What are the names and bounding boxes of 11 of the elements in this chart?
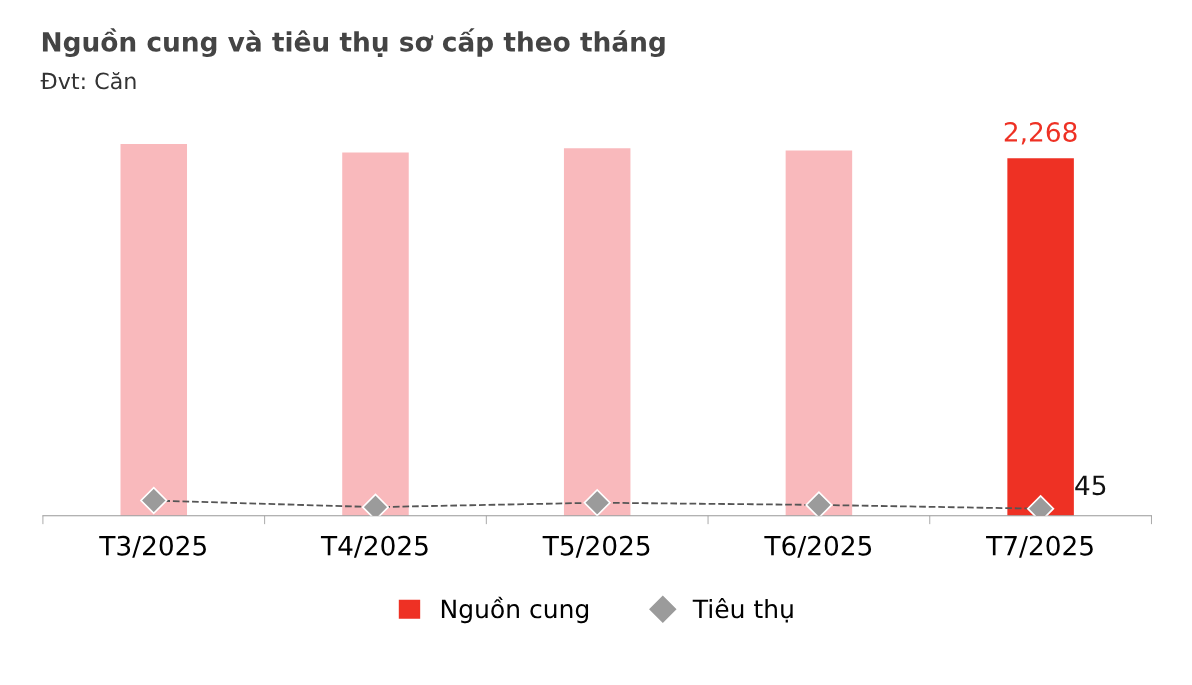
data-label: 45 — [1075, 475, 1106, 496]
x-tick-label: T3/2025 — [99, 535, 206, 558]
legend-label: Nguồn cung — [441, 596, 589, 624]
x-tick-label: T7/2025 — [986, 535, 1093, 558]
data-label: 2,268 — [1004, 121, 1077, 145]
x-tick-label: T6/2025 — [764, 535, 872, 558]
chart-subtitle: Đvt: Căn — [40, 72, 136, 90]
chart-title: Nguồn cung và tiêu thụ sơ cấp theo tháng — [42, 28, 665, 58]
x-tick-label: T5/2025 — [542, 535, 650, 558]
x-tick-label: T4/2025 — [320, 535, 428, 558]
legend-label: Tiêu thụ — [692, 598, 793, 623]
